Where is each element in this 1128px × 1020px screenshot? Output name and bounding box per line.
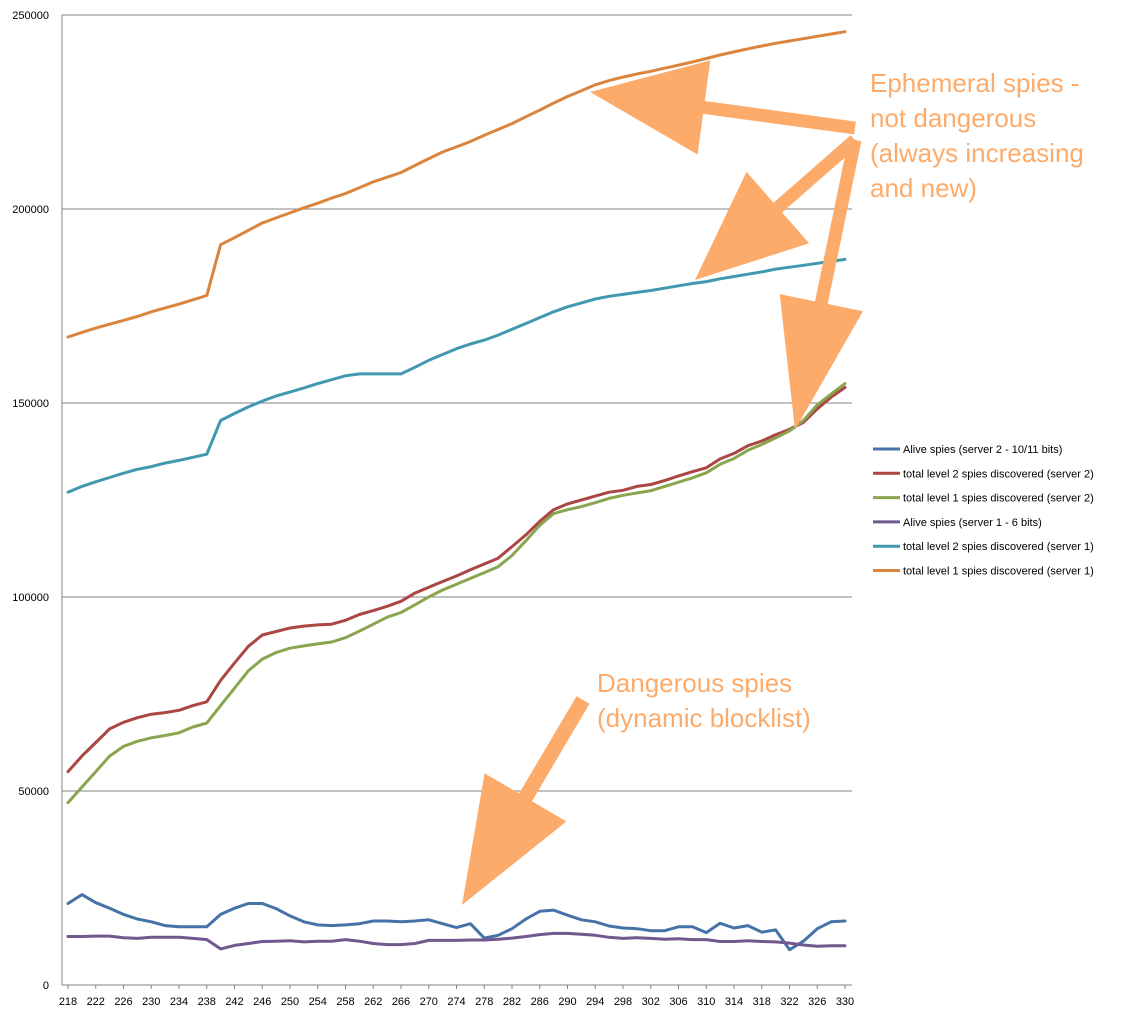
series-line-5 (66, 30, 847, 339)
x-tick-label: 218 (59, 996, 77, 1008)
legend-label: Alive spies (server 2 - 10/11 bits) (903, 444, 1062, 456)
series-line-0 (66, 893, 847, 952)
annotation-arrow (779, 138, 863, 430)
legend-label: total level 1 spies discovered (server 2… (903, 493, 1094, 505)
x-tick-label: 270 (420, 996, 438, 1008)
y-tick-label: 200000 (12, 204, 49, 216)
annotation-text: Dangerous spies (597, 668, 792, 698)
x-tick-label: 286 (531, 996, 549, 1008)
y-tick-label: 100000 (12, 592, 49, 604)
x-tick-label: 330 (836, 996, 854, 1008)
series-line-4 (66, 257, 847, 494)
x-tick-label: 322 (780, 996, 798, 1008)
x-tick-label: 278 (475, 996, 493, 1008)
x-tick-label: 258 (336, 996, 354, 1008)
legend-label: total level 1 spies discovered (server 1… (903, 566, 1094, 578)
x-tick-label: 226 (114, 996, 132, 1008)
annotations: Ephemeral spies - not dangerous (always in… (597, 68, 1084, 733)
y-tick-label: 250000 (12, 10, 49, 22)
y-tick-label: 150000 (12, 398, 49, 410)
x-tick-label: 282 (503, 996, 521, 1008)
x-tick-label: 318 (753, 996, 771, 1008)
annotation-arrow (590, 60, 856, 155)
y-tick-label: 50000 (18, 786, 49, 798)
x-tick-label: 254 (309, 996, 327, 1008)
x-tick-label: 238 (198, 996, 216, 1008)
annotation-text: Ephemeral spies - (870, 68, 1080, 98)
annotation-arrow (462, 696, 590, 905)
y-axis-ticks: 0 50000 100000 150000 200000 250000 (12, 10, 49, 992)
x-tick-label: 314 (725, 996, 743, 1008)
x-tick-label: 302 (642, 996, 660, 1008)
x-tick-label: 230 (142, 996, 160, 1008)
series-lines (66, 30, 847, 952)
legend: Alive spies (server 2 - 10/11 bits) total… (873, 444, 1094, 578)
x-tick-label: 242 (225, 996, 243, 1008)
series-line-1 (66, 386, 847, 774)
x-tick-label: 298 (614, 996, 632, 1008)
x-tick-label: 310 (697, 996, 715, 1008)
annotation-text: and new) (870, 173, 977, 203)
x-tick-label: 266 (392, 996, 410, 1008)
x-tick-label: 294 (586, 996, 604, 1008)
annotation-text: (dynamic blocklist) (597, 703, 811, 733)
legend-label: Alive spies (server 1 - 6 bits) (903, 517, 1042, 529)
x-tick-label: 250 (281, 996, 299, 1008)
legend-label: total level 2 spies discovered (server 1… (903, 541, 1094, 553)
y-tick-label: 0 (43, 980, 49, 992)
x-tick-label: 234 (170, 996, 188, 1008)
legend-label: total level 2 spies discovered (server 2… (903, 468, 1094, 480)
x-tick-label: 306 (669, 996, 687, 1008)
axes (61, 15, 852, 986)
series-line-3 (66, 931, 847, 951)
x-tick-label: 262 (364, 996, 382, 1008)
annotation-arrow (695, 135, 860, 280)
x-tick-label: 274 (447, 996, 465, 1008)
x-axis-ticks: 218 222 226 230 234 238 242 246 250 254 258 262 266 2… (59, 985, 854, 1008)
annotation-text: not dangerous (870, 103, 1036, 133)
x-tick-label: 246 (253, 996, 271, 1008)
x-tick-label: 222 (87, 996, 105, 1008)
annotation-text: (always increasing (870, 138, 1084, 168)
series-line-2 (66, 382, 847, 805)
annotation-arrows (462, 60, 863, 905)
gridlines (62, 14, 852, 792)
x-tick-label: 290 (558, 996, 576, 1008)
x-tick-label: 326 (808, 996, 826, 1008)
